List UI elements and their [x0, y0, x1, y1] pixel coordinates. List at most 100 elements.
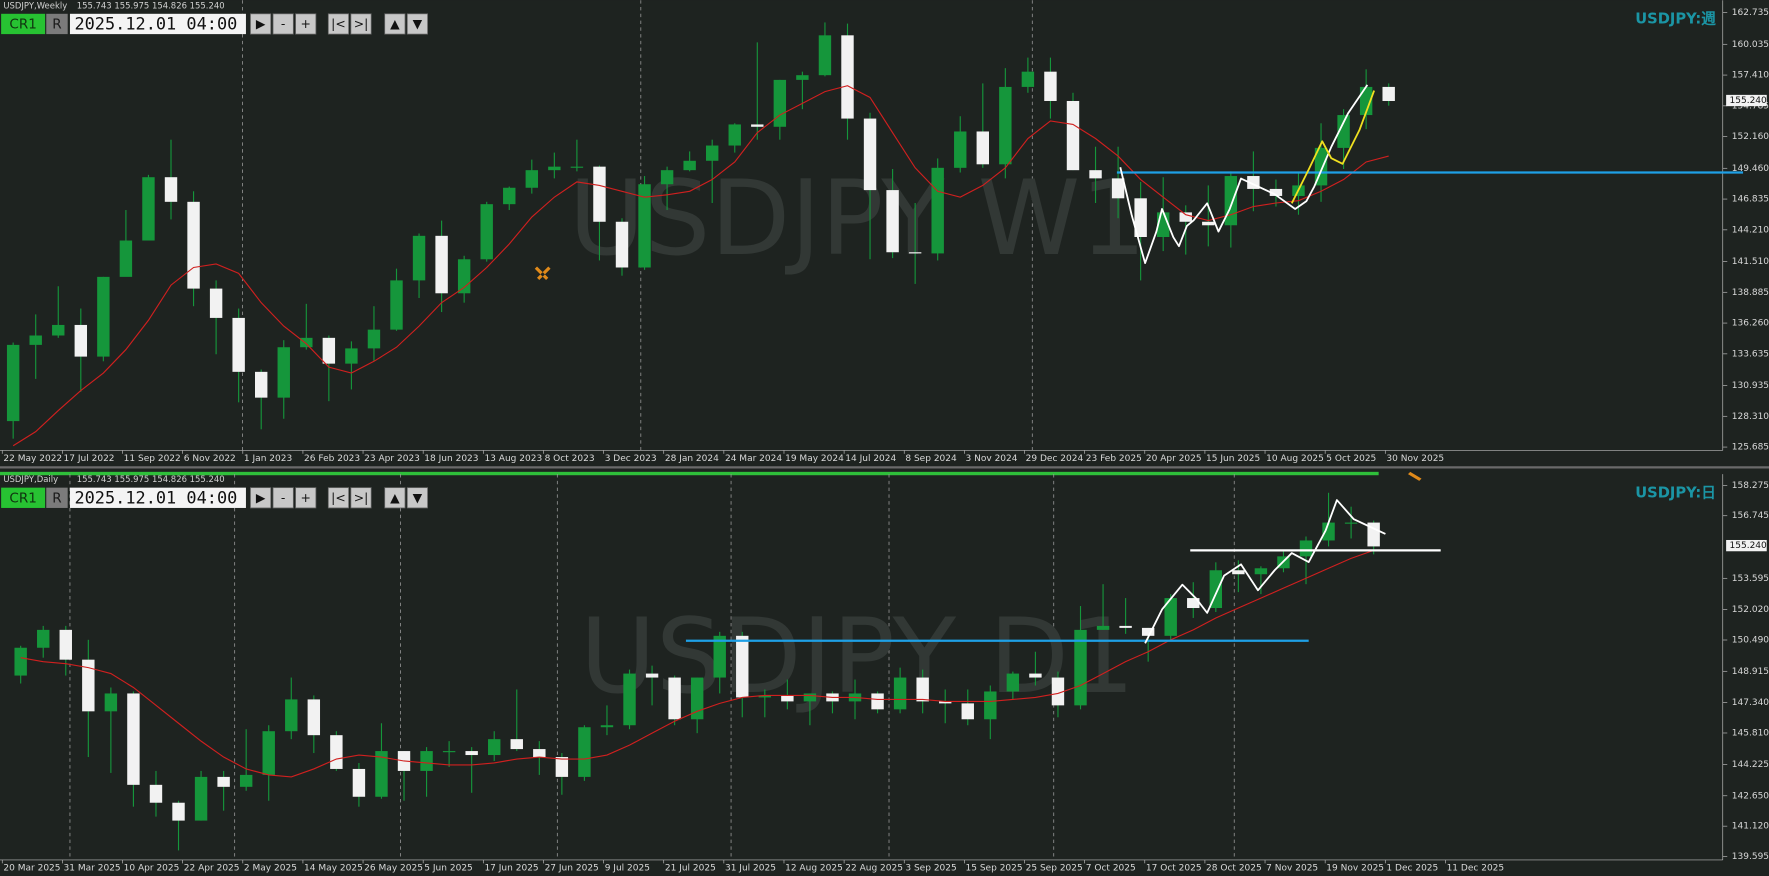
- x-tick-label: 28 Oct 2025: [1206, 863, 1262, 873]
- reset-button[interactable]: [46, 487, 68, 508]
- toolbar-button-label[interactable]: ▲: [390, 490, 400, 505]
- toolbar-button[interactable]: [250, 487, 272, 509]
- x-tick-label: 25 Sep 2025: [1026, 863, 1083, 873]
- toolbar-button[interactable]: [295, 487, 317, 509]
- toolbar-button[interactable]: [327, 13, 350, 35]
- x-tick-label: 22 Aug 2025: [845, 863, 903, 873]
- toolbar-button[interactable]: [272, 487, 294, 509]
- x-tick-label: 23 Feb 2025: [1086, 454, 1142, 464]
- y-tick-label: 160.035: [1732, 40, 1769, 50]
- x-tick-label: 26 May 2025: [364, 863, 423, 873]
- candle-body: [1051, 677, 1065, 706]
- toolbar-button[interactable]: [406, 13, 428, 35]
- toolbar-button[interactable]: [295, 13, 317, 35]
- x-tick-label: 10 Aug 2025: [1266, 454, 1324, 464]
- x-tick-label: 17 Oct 2025: [1146, 863, 1202, 873]
- candle-body: [1179, 212, 1192, 222]
- current-price-label: 155.240: [1730, 96, 1768, 106]
- x-tick-label: 10 Apr 2025: [124, 863, 180, 873]
- candle-body: [533, 749, 546, 758]
- toolbar-button[interactable]: [250, 13, 272, 35]
- x-tick-label: 17 Jun 2025: [484, 863, 538, 873]
- x-tick-label: 12 Aug 2025: [785, 863, 843, 873]
- x-tick-label: 26 Feb 2023: [304, 454, 360, 464]
- toolbar-button-label[interactable]: ▶: [256, 490, 266, 505]
- candle-body: [1202, 221, 1215, 226]
- toolbar-button[interactable]: [327, 487, 350, 509]
- candle-body: [1299, 540, 1313, 557]
- candle-body: [1359, 86, 1373, 116]
- candle-body: [570, 166, 584, 168]
- toolbar-button[interactable]: [384, 13, 406, 35]
- y-tick-label: 152.160: [1732, 132, 1769, 142]
- y-tick-label: 145.810: [1732, 728, 1769, 738]
- datetime-field[interactable]: [69, 487, 246, 508]
- candle-body: [74, 324, 88, 357]
- y-tick-label: 144.210: [1732, 225, 1769, 235]
- candle-body: [442, 751, 456, 753]
- datetime[interactable]: 2025.12.01 04:00: [74, 14, 237, 34]
- candle-body: [893, 677, 907, 710]
- reset-label[interactable]: R: [52, 17, 61, 33]
- x-tick-label: 22 Apr 2025: [184, 863, 240, 873]
- candle-body: [367, 329, 381, 349]
- toolbar-button-label[interactable]: >|: [354, 490, 369, 506]
- candle-body: [1089, 170, 1102, 179]
- reset-button[interactable]: [46, 13, 68, 35]
- toolbar-button[interactable]: [350, 13, 372, 35]
- y-tick-label: 146.835: [1732, 195, 1769, 205]
- candle-body: [345, 348, 358, 364]
- x-tick-label: 3 Nov 2024: [966, 454, 1018, 464]
- toolbar-button-label[interactable]: |<: [331, 16, 346, 32]
- toolbar-button-label[interactable]: -: [281, 16, 285, 31]
- datetime-field[interactable]: [69, 13, 246, 35]
- toolbar-button[interactable]: [272, 13, 294, 35]
- candle-body: [645, 673, 659, 678]
- toolbar-button-label[interactable]: ▼: [413, 16, 423, 31]
- candle-body: [262, 731, 275, 775]
- toolbar-button-label[interactable]: ▼: [413, 490, 423, 505]
- toolbar-button-label[interactable]: ▲: [390, 16, 400, 31]
- candle-body: [164, 177, 178, 202]
- x-tick-label: 9 Jul 2025: [605, 863, 650, 873]
- x-tick-label: 3 Sep 2025: [905, 863, 956, 873]
- x-tick-label: 29 Dec 2024: [1026, 454, 1084, 464]
- x-tick-label: 7 Oct 2025: [1086, 863, 1136, 873]
- candle-body: [457, 259, 471, 294]
- toolbar-button-label[interactable]: +: [301, 16, 311, 31]
- candle-body: [638, 184, 651, 268]
- current-price-label: 155.240: [1730, 541, 1768, 551]
- candle-body: [1269, 188, 1283, 196]
- candle-body: [954, 131, 967, 168]
- toolbar-button-label[interactable]: -: [281, 490, 285, 505]
- toolbar-button[interactable]: [406, 487, 428, 509]
- x-tick-label: 5 Oct 2025: [1326, 454, 1376, 464]
- toolbar-button-label[interactable]: >|: [354, 16, 369, 32]
- candle-body: [713, 635, 726, 678]
- profile-label[interactable]: CR1: [9, 17, 36, 33]
- y-tick-label: 147.340: [1732, 698, 1769, 708]
- datetime[interactable]: 2025.12.01 04:00: [74, 487, 237, 507]
- toolbar-button-label[interactable]: +: [301, 490, 311, 505]
- toolbar-button[interactable]: [350, 487, 372, 509]
- profile-label[interactable]: CR1: [9, 490, 36, 506]
- candle-body: [984, 691, 997, 720]
- corner-title: USDJPY:日: [1635, 484, 1716, 501]
- candle-body: [548, 166, 561, 171]
- toolbar-button-label[interactable]: |<: [331, 490, 346, 506]
- header-prices: 155.743 155.975 154.826 155.240: [77, 0, 225, 10]
- icons: [534, 266, 1422, 481]
- candle-body: [1337, 115, 1350, 148]
- reset-label[interactable]: R: [52, 490, 61, 506]
- toolbar-button-label[interactable]: ▶: [256, 16, 266, 31]
- candle-body: [600, 725, 614, 728]
- y-tick-label: 125.685: [1732, 443, 1769, 453]
- x-tick-label: 19 Nov 2025: [1326, 863, 1384, 873]
- x-tick-label: 11 Sep 2022: [124, 454, 181, 464]
- toolbar-button[interactable]: [384, 487, 406, 509]
- profile-button[interactable]: [1, 487, 46, 508]
- x-tick-label: 1 Jan 2023: [244, 454, 293, 464]
- profile-button[interactable]: [1, 13, 46, 35]
- corner-title: USDJPY:週: [1635, 10, 1716, 27]
